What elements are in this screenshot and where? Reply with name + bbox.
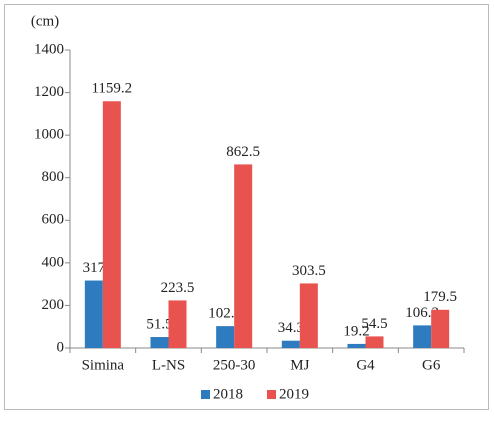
y-axis-label: (cm) (31, 13, 59, 29)
bar (102, 101, 121, 348)
value-label: 102.8 (208, 306, 242, 322)
x-tick-label: 250-30 (213, 357, 256, 373)
y-tick-label: 600 (42, 212, 65, 228)
value-label: 54.5 (361, 316, 387, 332)
x-tick-label: L-NS (152, 357, 185, 373)
bar (347, 343, 366, 348)
value-label: 179.5 (423, 289, 457, 305)
bar (431, 309, 450, 348)
x-tick-label: G4 (356, 357, 375, 373)
legend-swatch (267, 390, 276, 399)
x-tick-label: MJ (290, 357, 309, 373)
bar (365, 336, 384, 348)
value-label: 19.2 (343, 323, 369, 339)
value-label: 1159.2 (91, 81, 132, 97)
y-tick-label: 1200 (34, 84, 64, 100)
y-tick-label: 400 (42, 254, 65, 270)
value-label: 303.5 (292, 263, 326, 279)
value-label: 862.5 (226, 144, 260, 160)
legend-label: 2019 (279, 386, 309, 402)
y-tick-label: 1000 (34, 127, 64, 143)
value-label: 317 (83, 260, 106, 276)
value-label: 106.3 (405, 305, 439, 321)
value-label: 34.3 (278, 320, 304, 336)
bar (84, 280, 103, 348)
legend-swatch (201, 390, 210, 399)
bar (216, 326, 235, 348)
value-label: 223.5 (161, 280, 195, 296)
x-tick-label: G6 (422, 357, 441, 373)
bar (168, 300, 187, 348)
bar (299, 283, 318, 348)
y-tick-label: 200 (42, 297, 65, 313)
value-label: 51.5 (146, 316, 172, 332)
legend-label: 2018 (213, 386, 243, 402)
bar (234, 164, 253, 348)
x-tick-label: Simina (82, 357, 125, 373)
bar (281, 340, 300, 348)
y-tick-label: 1400 (34, 41, 64, 57)
y-tick-label: 0 (57, 339, 65, 355)
bar (413, 325, 432, 348)
y-tick-label: 800 (42, 169, 65, 185)
bar (150, 337, 169, 348)
